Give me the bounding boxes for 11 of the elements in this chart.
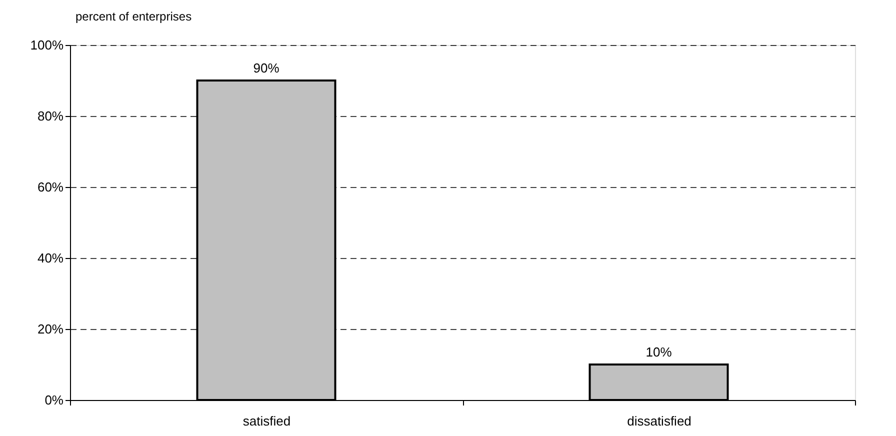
y-axis-title: percent of enterprises bbox=[76, 10, 192, 24]
y-tick-label: 0% bbox=[44, 392, 64, 408]
y-tick-label: 20% bbox=[37, 322, 64, 336]
y-tick-label: 100% bbox=[30, 38, 64, 52]
y-tick-label: 60% bbox=[37, 180, 64, 194]
x-tick-label: satisfied bbox=[242, 414, 291, 428]
x-tick-label: dissatisfied bbox=[627, 414, 692, 428]
y-tick-label: 80% bbox=[37, 108, 64, 124]
data-label: 90% bbox=[253, 60, 280, 76]
y-tick-label: 40% bbox=[37, 250, 64, 266]
data-label: 10% bbox=[646, 344, 672, 360]
